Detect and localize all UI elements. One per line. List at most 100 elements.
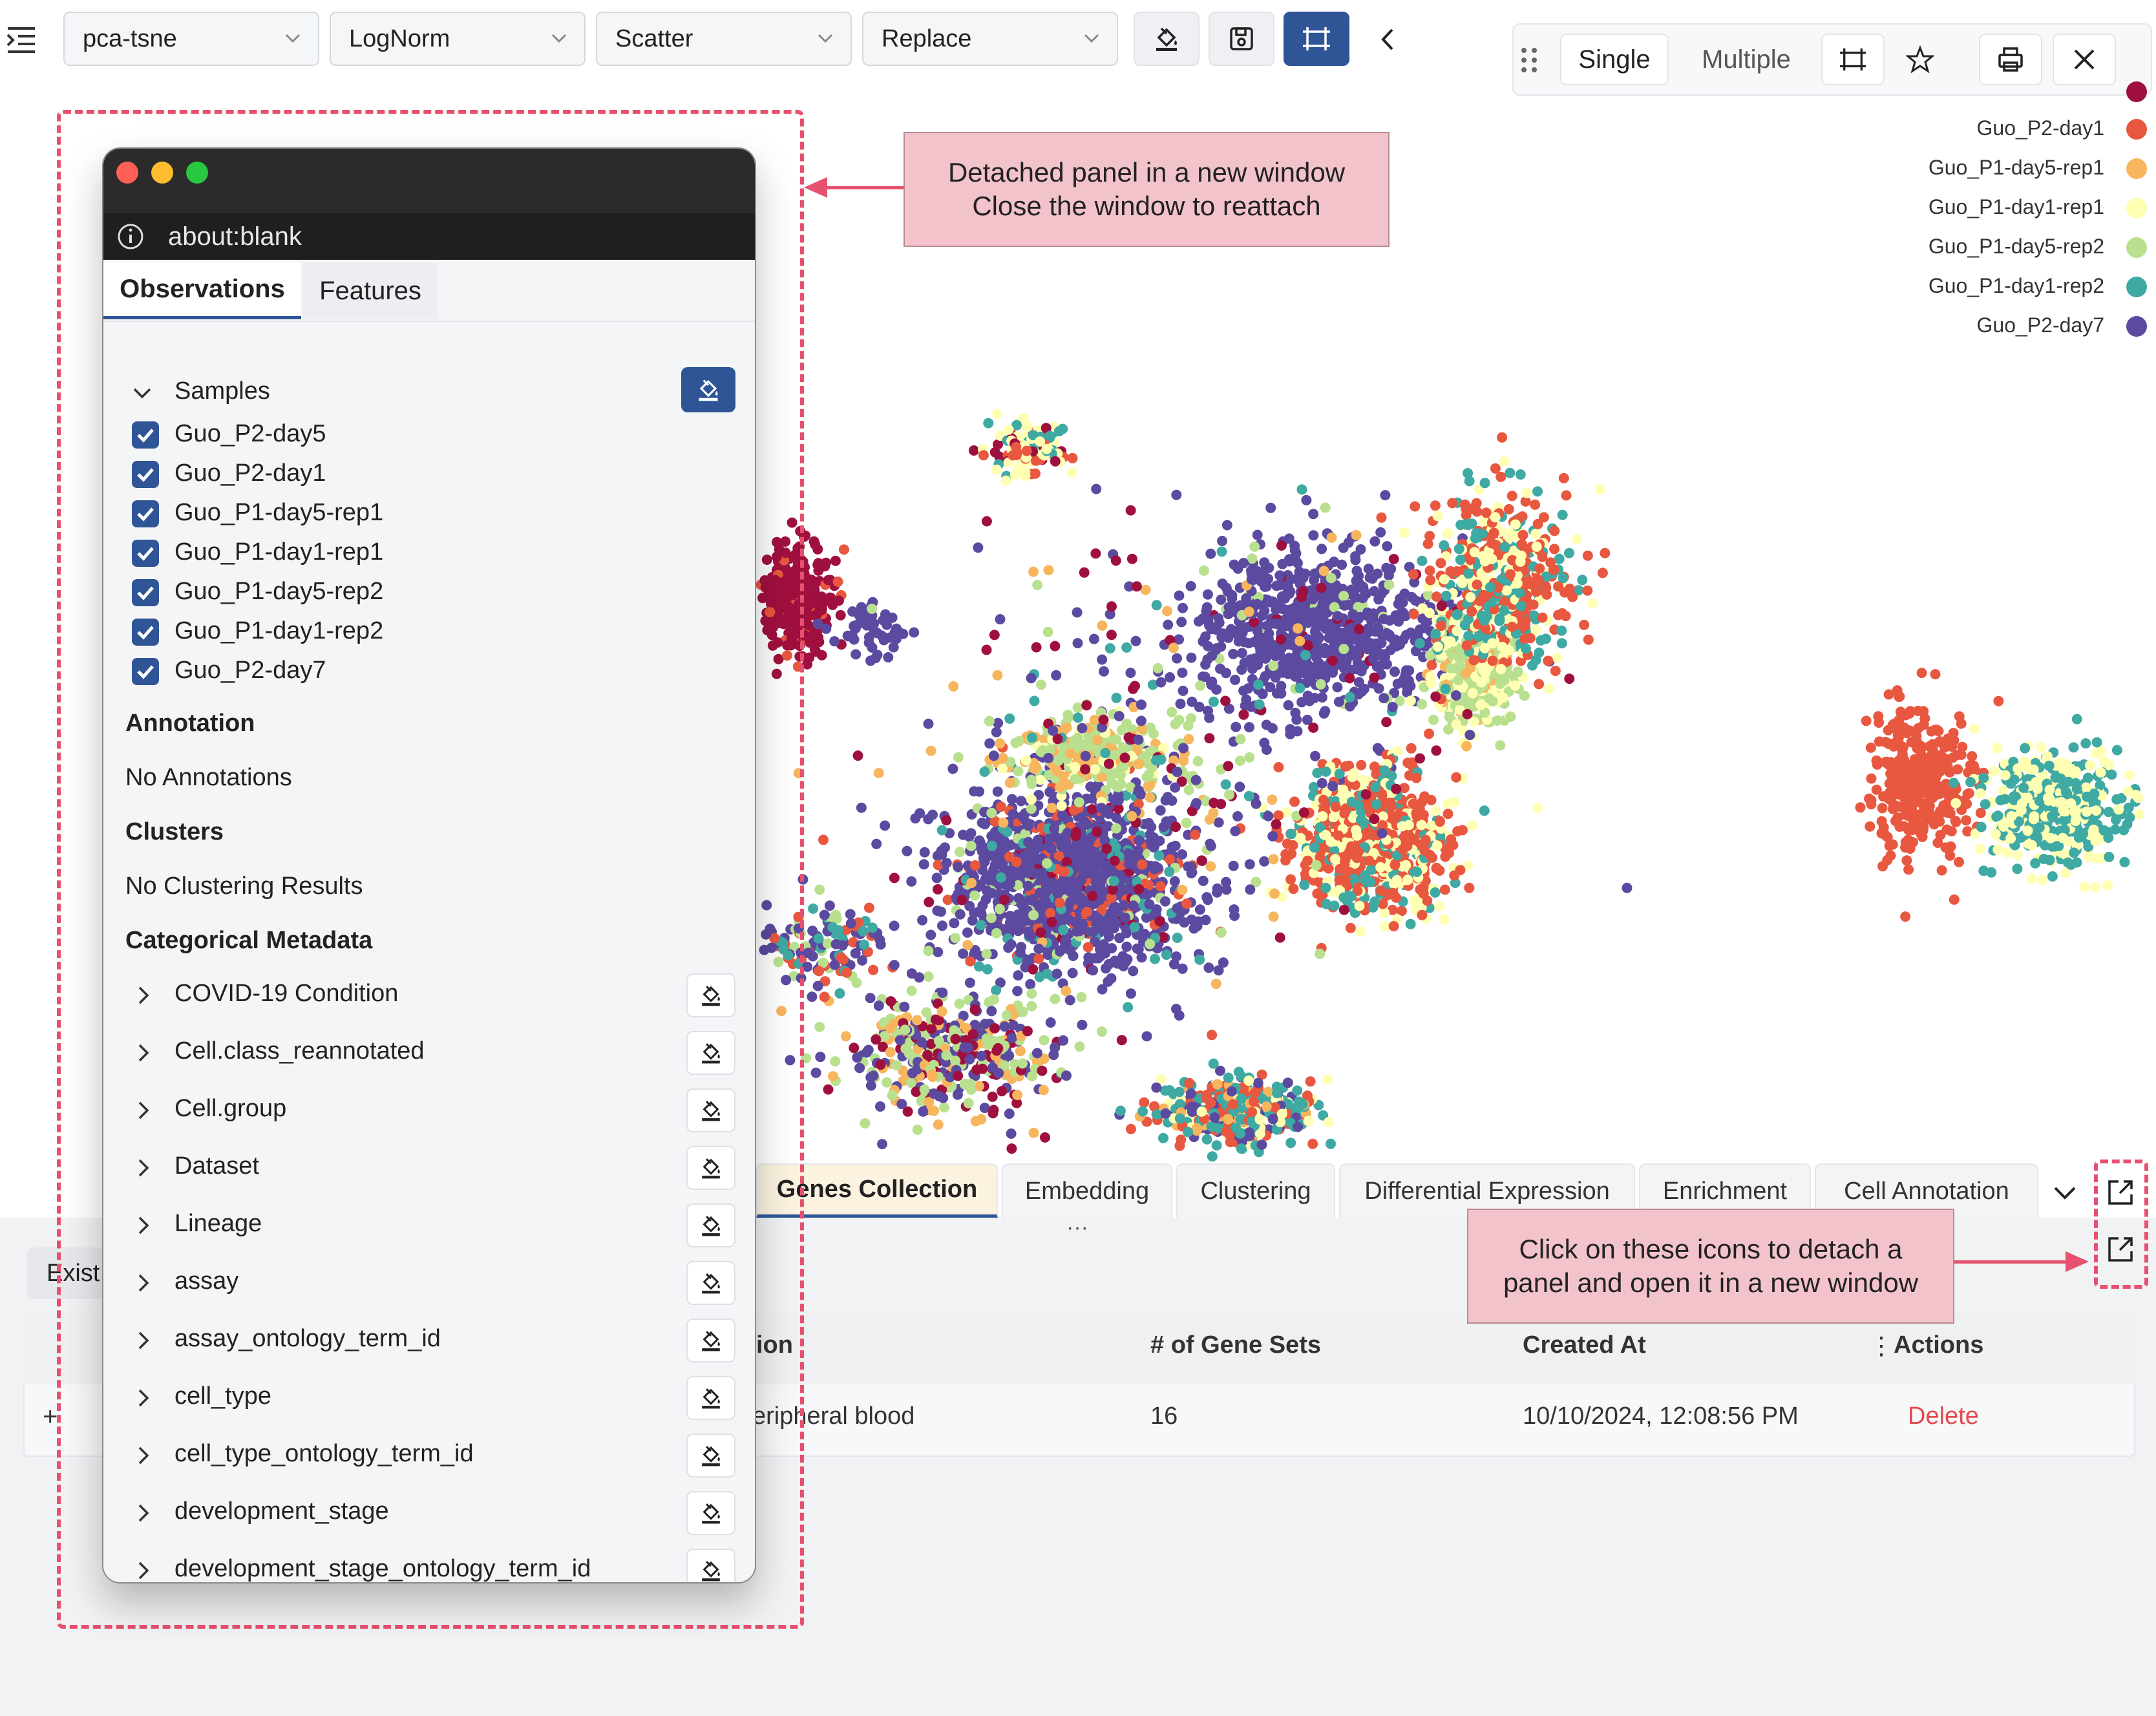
scatter-point	[1558, 472, 1569, 483]
color-button[interactable]	[1134, 12, 1200, 66]
scatter-point	[1045, 833, 1056, 844]
scatter-point	[1403, 675, 1414, 686]
scatter-point	[1891, 737, 1901, 747]
scatter-point	[1449, 870, 1460, 881]
scatter-point	[991, 927, 1002, 938]
scatter-point	[1274, 570, 1285, 581]
scatter-point	[1550, 666, 1561, 676]
scatter-point	[1273, 810, 1284, 821]
scatter-point	[1356, 639, 1366, 650]
scatter-point	[1252, 598, 1263, 609]
scatter-point	[925, 929, 936, 940]
scatter-point	[1155, 805, 1166, 816]
scatter-point	[1152, 862, 1163, 873]
scatter-point	[1510, 680, 1521, 691]
print-button[interactable]	[1979, 34, 2042, 85]
scatter-point	[1916, 769, 1927, 779]
scatter-point	[1397, 843, 1408, 854]
scatter-point	[1073, 797, 1084, 808]
scatter-point	[1221, 520, 1232, 531]
scatter-point	[1256, 610, 1267, 621]
scatter-point	[1357, 686, 1368, 697]
scatter-point	[1194, 701, 1205, 712]
scatter-point	[1376, 588, 1387, 599]
legend-item-label[interactable]: Guo_P2-day7	[1976, 313, 2104, 337]
scatter-point	[1052, 968, 1062, 979]
scatter-point	[1265, 682, 1276, 693]
scatter-point	[1426, 678, 1437, 689]
scatter-point	[1479, 707, 1490, 718]
scatter-point	[1345, 922, 1356, 933]
embedding-select[interactable]: pca-tsne	[63, 12, 319, 66]
drag-handle-icon[interactable]	[1517, 44, 1541, 76]
multiple-mode-toggle[interactable]: Multiple	[1675, 34, 1817, 85]
scatter-point	[2110, 824, 2120, 835]
scatter-point	[1475, 699, 1486, 710]
scatter-point	[1424, 565, 1435, 576]
scatter-point	[1362, 607, 1373, 618]
scatter-point	[1439, 540, 1450, 551]
scatter-point	[1353, 577, 1364, 588]
scatter-point	[1049, 823, 1060, 834]
scatter-point	[1582, 585, 1593, 596]
scatter-point	[1067, 452, 1078, 463]
legend-item-label[interactable]: Guo_P2-day1	[1976, 116, 2104, 140]
scatter-point	[1277, 558, 1288, 569]
scatter-point	[1229, 604, 1239, 615]
scatter-point	[1944, 767, 1955, 778]
scatter-point	[1013, 766, 1024, 777]
scatter-point	[1451, 772, 1462, 783]
scatter-point	[1874, 736, 1885, 747]
sidebar-toggle-button[interactable]	[4, 23, 39, 56]
scatter-point	[1181, 898, 1192, 909]
scatter-point	[1089, 847, 1100, 858]
legend-item-label[interactable]: Guo_P1-day5-rep2	[1928, 235, 2104, 258]
scatter-point	[1388, 921, 1399, 931]
scatter-point	[1380, 490, 1391, 501]
scatter-plot[interactable]	[756, 97, 2156, 1163]
save-button[interactable]	[1209, 12, 1274, 66]
scatter-point	[2036, 742, 2047, 753]
scatter-point	[1515, 469, 1526, 480]
scatter-point	[1114, 869, 1125, 880]
scatter-point	[947, 763, 958, 774]
scatter-point	[1497, 692, 1508, 703]
scatter-point	[1428, 714, 1439, 725]
scatter-point	[2044, 760, 2055, 771]
scatter-point	[1013, 926, 1024, 937]
legend-fit-button[interactable]	[1821, 34, 1885, 85]
selection-mode-select[interactable]: Replace	[862, 12, 1118, 66]
scatter-point	[1203, 962, 1214, 973]
plot-type-select[interactable]: Scatter	[596, 12, 852, 66]
scatter-point	[1360, 870, 1371, 881]
scatter-point	[1885, 850, 1896, 861]
scatter-point	[1369, 896, 1380, 907]
favorite-button[interactable]	[1888, 34, 1952, 85]
scatter-point	[1443, 809, 1453, 820]
scatter-point	[2111, 814, 2121, 825]
scatter-point	[953, 862, 964, 873]
scatter-point	[2068, 742, 2079, 753]
legend-item-label[interactable]: Guo_P1-day1-rep2	[1928, 274, 2104, 297]
collapse-toolbar-button[interactable]	[1373, 23, 1404, 56]
scatter-point	[1877, 803, 1888, 814]
scatter-point	[1059, 866, 1070, 877]
legend-dot-partial	[2126, 81, 2147, 102]
single-mode-toggle[interactable]: Single	[1560, 34, 1669, 85]
legend-item-label[interactable]: Guo_P1-day5-rep1	[1928, 156, 2104, 179]
scatter-point	[1317, 811, 1328, 821]
fit-view-button[interactable]	[1284, 12, 1349, 66]
scatter-point	[1133, 944, 1144, 955]
scatter-point	[1008, 809, 1019, 820]
scatter-point	[1916, 668, 1927, 679]
scatter-point	[1295, 832, 1306, 843]
scatter-point	[1468, 655, 1479, 666]
scatter-point	[1463, 630, 1474, 641]
scatter-point	[1044, 430, 1055, 441]
close-legend-button[interactable]	[2053, 34, 2116, 85]
scatter-point	[1015, 895, 1026, 906]
normalization-select[interactable]: LogNorm	[330, 12, 586, 66]
scatter-point	[1577, 575, 1588, 586]
legend-item-label[interactable]: Guo_P1-day1-rep1	[1928, 195, 2104, 218]
scatter-point	[991, 464, 1002, 475]
